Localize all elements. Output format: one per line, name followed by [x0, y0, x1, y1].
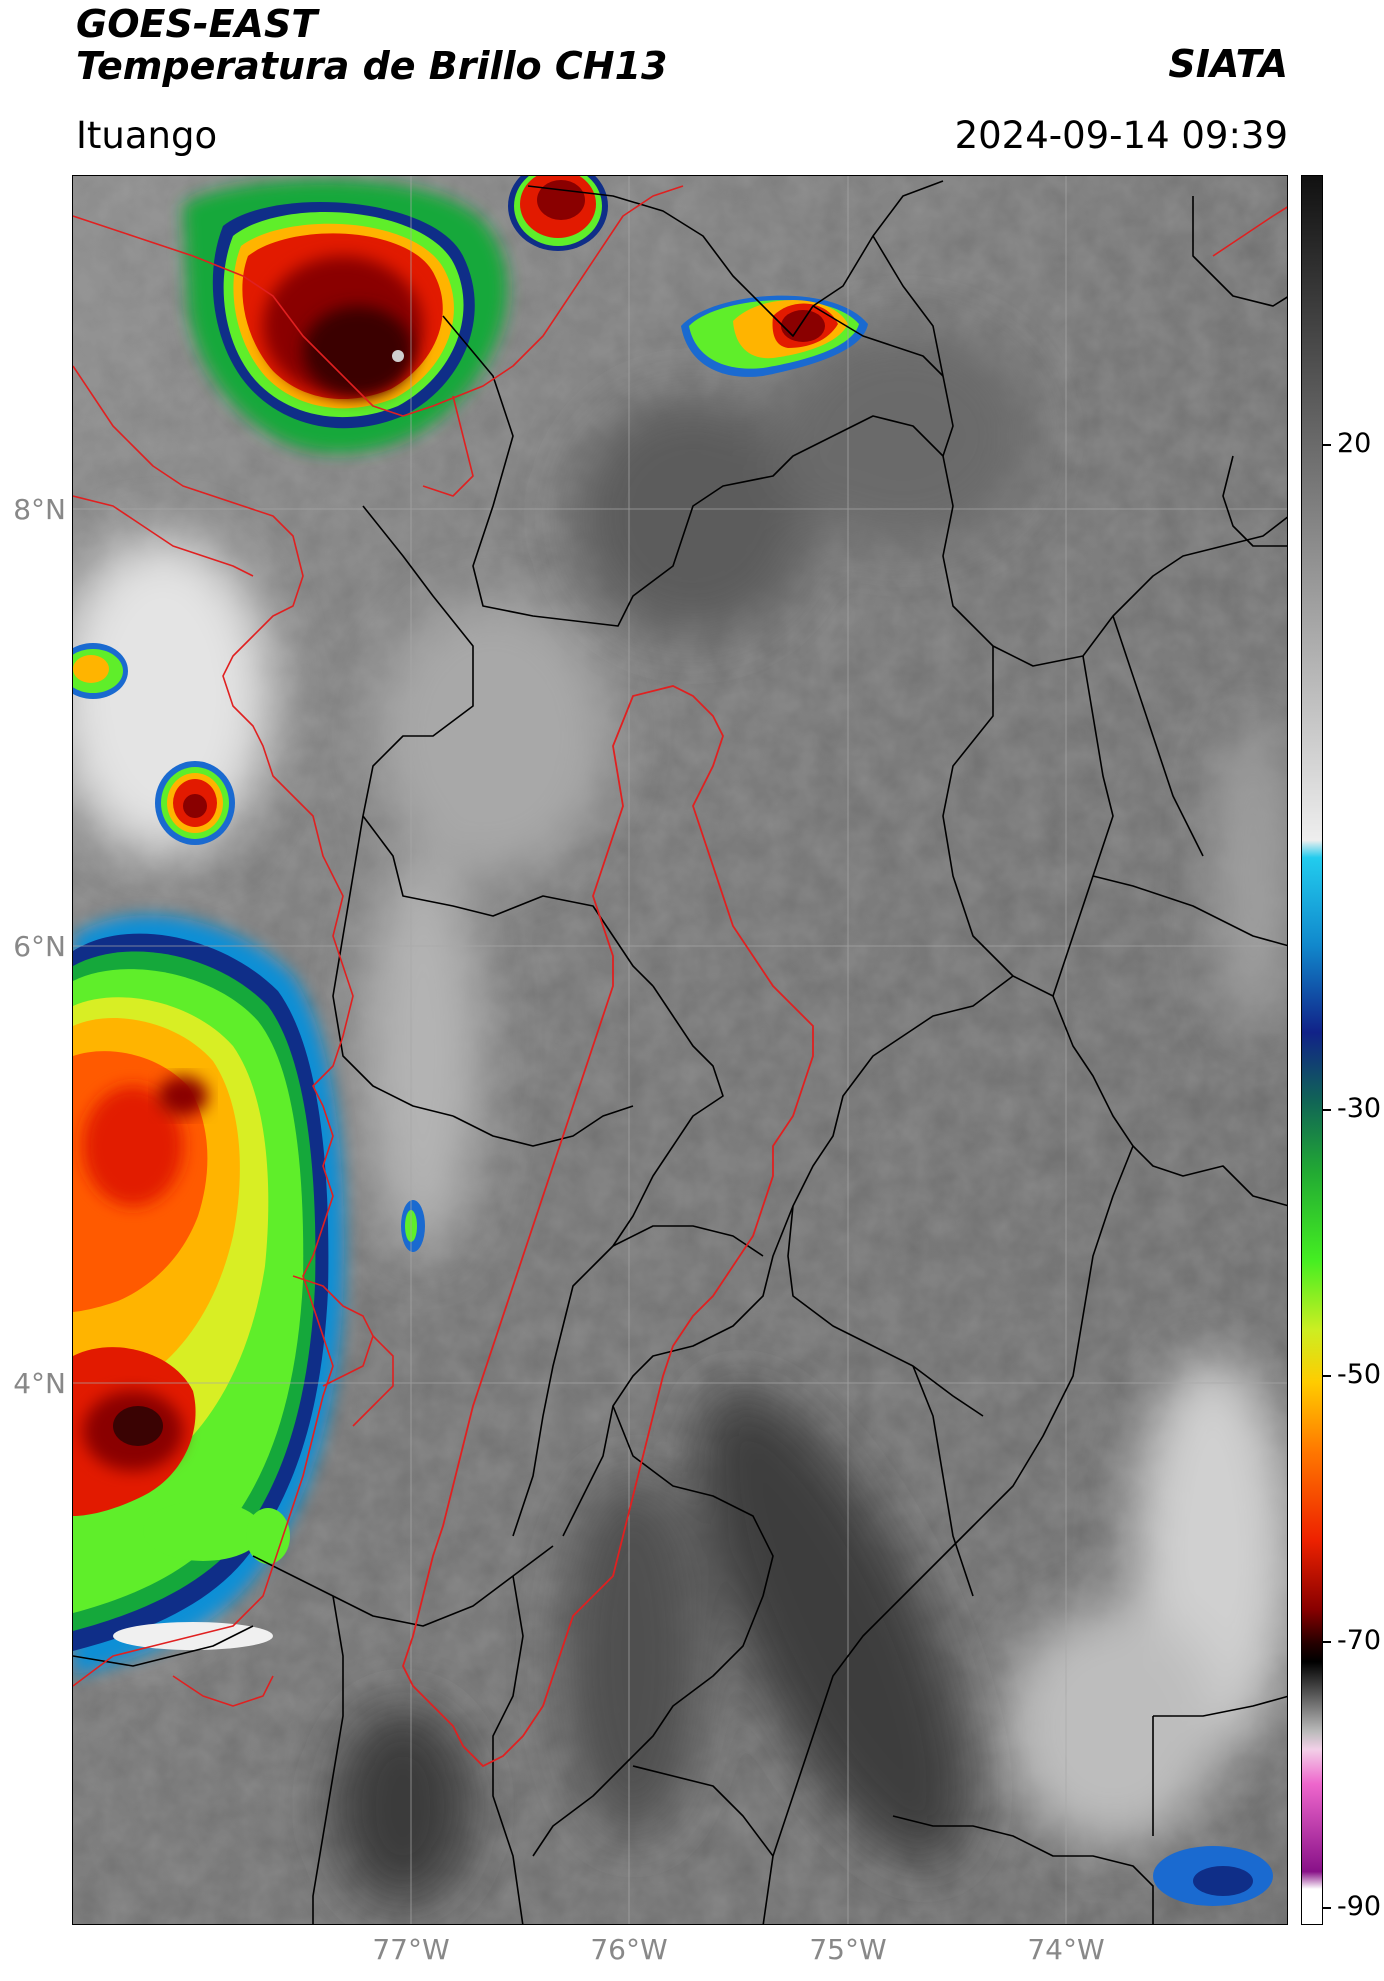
- colorbar-label-minus50: -50: [1337, 1359, 1382, 1390]
- datetime-label: 2024-09-14 09:39: [954, 114, 1288, 157]
- organization-label: SIATA: [1168, 42, 1288, 86]
- national-borders: [73, 185, 1287, 1707]
- convective-cell-northeast: [681, 295, 868, 377]
- lon-label-74w: 74°W: [1027, 1933, 1105, 1966]
- product-title: Temperatura de Brillo CH13: [76, 44, 668, 88]
- lon-label-75w: 75°W: [809, 1933, 887, 1966]
- location-label: Ituango: [76, 114, 218, 157]
- map-canvas: [73, 176, 1287, 1924]
- colorbar-tick: [1323, 1907, 1331, 1909]
- gridlines: [73, 176, 1287, 1924]
- warm-dark-areas: [333, 326, 1033, 1906]
- colorbar-tick: [1323, 1641, 1331, 1643]
- colorbar-label-minus30: -30: [1337, 1093, 1382, 1124]
- colorbar-label-20: 20: [1337, 428, 1372, 459]
- convective-system-west: [73, 915, 344, 1676]
- small-cells: [73, 643, 1273, 1906]
- colorbar-tick: [1323, 444, 1331, 446]
- colorbar-label-minus70: -70: [1337, 1625, 1382, 1656]
- satellite-title: GOES-EAST: [76, 2, 318, 46]
- lon-label-77w: 77°W: [372, 1933, 450, 1966]
- satellite-map[interactable]: [72, 175, 1288, 1925]
- lat-label-6n: 6°N: [13, 930, 66, 963]
- colorbar-tick: [1323, 1109, 1331, 1111]
- lon-label-76w: 76°W: [590, 1933, 668, 1966]
- lat-label-4n: 4°N: [13, 1367, 66, 1400]
- convective-cell-north: [183, 176, 608, 453]
- department-borders: [73, 180, 1287, 1924]
- temperature-colorbar: [1301, 175, 1323, 1925]
- lat-label-8n: 8°N: [13, 493, 66, 526]
- colorbar-label-minus90: -90: [1337, 1891, 1382, 1922]
- ituango-basin-outline: [402, 685, 814, 1768]
- colorbar-tick: [1323, 1375, 1331, 1377]
